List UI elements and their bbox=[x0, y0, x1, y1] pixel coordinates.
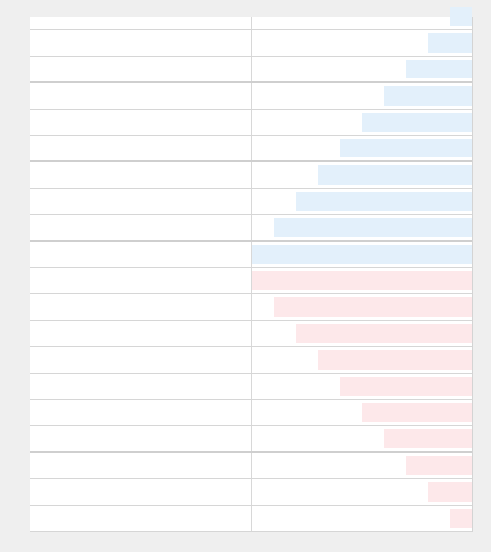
row-label-cell bbox=[30, 83, 251, 108]
row-label-cell bbox=[30, 453, 251, 478]
row-label-cell bbox=[30, 242, 251, 267]
negative-data-bar bbox=[406, 455, 472, 476]
table-row[interactable] bbox=[30, 4, 472, 31]
table-row[interactable] bbox=[30, 30, 472, 57]
data-bar-cell bbox=[252, 506, 472, 531]
table-row[interactable] bbox=[30, 426, 472, 453]
negative-data-bar bbox=[384, 429, 472, 448]
column-divider bbox=[251, 17, 252, 531]
data-bar-cell bbox=[252, 426, 472, 450]
data-bar-cell bbox=[252, 479, 472, 504]
data-bar-cell bbox=[252, 136, 472, 160]
table-row[interactable] bbox=[30, 110, 472, 136]
row-label-cell bbox=[30, 162, 251, 187]
table-row[interactable] bbox=[30, 506, 472, 532]
row-label-cell bbox=[30, 4, 251, 29]
data-bar-cell bbox=[252, 294, 472, 319]
table-row[interactable] bbox=[30, 57, 472, 84]
row-label-cell bbox=[30, 347, 251, 372]
data-bar-cell bbox=[252, 347, 472, 372]
positive-data-bar bbox=[362, 112, 472, 132]
table-row[interactable] bbox=[30, 294, 472, 321]
positive-data-bar bbox=[450, 7, 472, 27]
data-bar-cell bbox=[252, 321, 472, 346]
data-bar-cell bbox=[252, 453, 472, 478]
data-bar-cell bbox=[252, 242, 472, 267]
table-row[interactable] bbox=[30, 189, 472, 216]
data-bar-cell bbox=[252, 57, 472, 81]
data-bar-cell bbox=[252, 4, 472, 29]
data-bar-grid bbox=[30, 7, 473, 532]
table-row[interactable] bbox=[30, 242, 472, 268]
positive-data-bar bbox=[406, 59, 472, 79]
positive-data-bar bbox=[296, 191, 472, 212]
data-bar-cell bbox=[252, 374, 472, 399]
negative-data-bar bbox=[428, 482, 472, 502]
row-label-cell bbox=[30, 268, 251, 293]
data-bar-cell bbox=[252, 189, 472, 214]
table-row[interactable] bbox=[30, 136, 472, 163]
row-label-cell bbox=[30, 189, 251, 214]
row-label-cell bbox=[30, 294, 251, 319]
negative-data-bar bbox=[296, 323, 472, 344]
row-label-cell bbox=[30, 136, 251, 160]
row-label-cell bbox=[30, 400, 251, 425]
data-bar-cell bbox=[252, 30, 472, 55]
row-label-cell bbox=[30, 374, 251, 399]
positive-data-bar bbox=[318, 165, 472, 185]
row-label-cell bbox=[30, 57, 251, 81]
data-bar-cell bbox=[252, 83, 472, 108]
data-bar-cell bbox=[252, 215, 472, 239]
row-label-cell bbox=[30, 506, 251, 531]
negative-data-bar bbox=[362, 403, 472, 423]
row-label-cell bbox=[30, 479, 251, 504]
table-row[interactable] bbox=[30, 321, 472, 348]
negative-data-bar bbox=[450, 508, 472, 528]
negative-data-bar bbox=[318, 350, 472, 370]
table-row[interactable] bbox=[30, 215, 472, 242]
row-label-cell bbox=[30, 110, 251, 135]
positive-data-bar bbox=[428, 33, 472, 53]
data-bar-cell bbox=[252, 162, 472, 187]
table-row[interactable] bbox=[30, 162, 472, 189]
row-label-cell bbox=[30, 321, 251, 346]
table-row[interactable] bbox=[30, 374, 472, 400]
data-bar-cell bbox=[252, 400, 472, 425]
row-label-cell bbox=[30, 30, 251, 55]
row-label-cell bbox=[30, 426, 251, 450]
positive-data-bar bbox=[340, 139, 472, 158]
negative-data-bar bbox=[274, 297, 472, 317]
table-row[interactable] bbox=[30, 83, 472, 110]
negative-data-bar bbox=[340, 376, 472, 396]
table-row[interactable] bbox=[30, 268, 472, 295]
table-row[interactable] bbox=[30, 400, 472, 427]
data-bar-cell bbox=[252, 268, 472, 293]
positive-data-bar bbox=[384, 86, 472, 106]
data-bar-cell bbox=[252, 110, 472, 135]
table-row[interactable] bbox=[30, 347, 472, 374]
positive-data-bar bbox=[252, 244, 472, 264]
negative-data-bar bbox=[252, 271, 472, 291]
row-label-cell bbox=[30, 215, 251, 239]
positive-data-bar bbox=[274, 218, 472, 237]
table-row[interactable] bbox=[30, 453, 472, 480]
table-row[interactable] bbox=[30, 479, 472, 506]
